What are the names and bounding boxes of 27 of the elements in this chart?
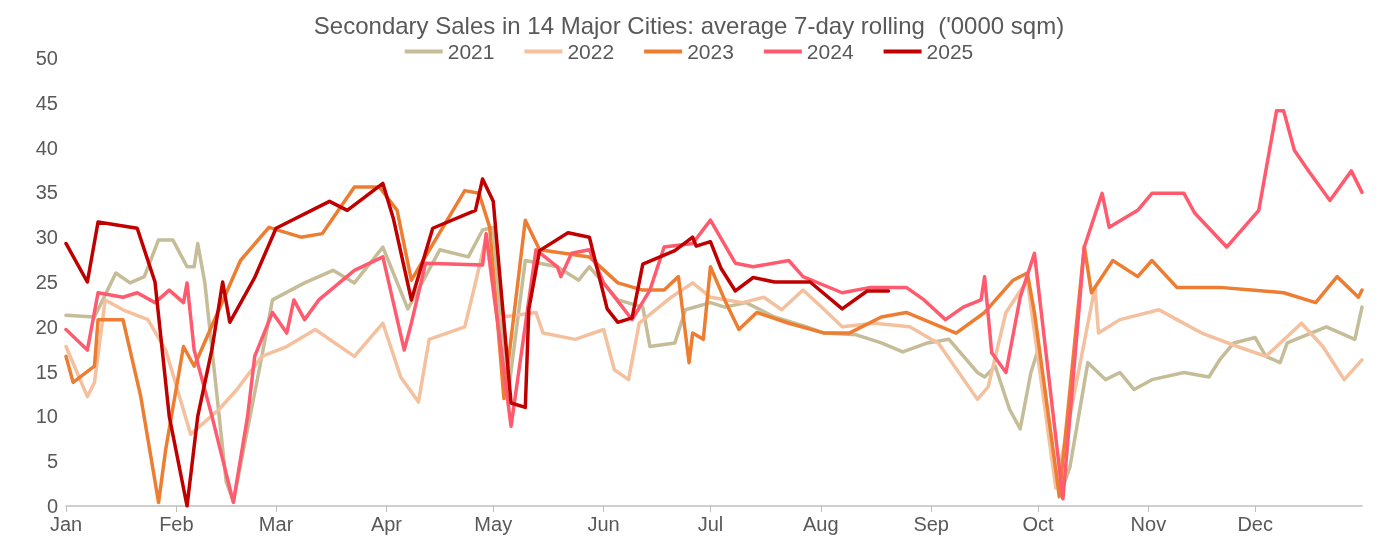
x-tick-label: Jul	[697, 513, 724, 535]
y-tick-label: 40	[35, 136, 58, 159]
x-tick-label: Oct	[1022, 513, 1054, 535]
y-tick-label: 20	[35, 315, 58, 338]
x-tick-label: Mar	[258, 513, 294, 535]
x-tick-label: Nov	[1130, 513, 1167, 535]
x-tick-label: Jun	[587, 513, 620, 535]
y-tick-label: 10	[35, 405, 58, 428]
chart-title: Secondary Sales in 14 Major Cities: average 7-day rolling ('0000 sqm)	[313, 11, 1065, 39]
x-tick-label: Sep	[913, 513, 949, 535]
y-tick-label: 5	[46, 450, 58, 473]
x-tick-label: Feb	[159, 513, 194, 535]
legend-label: 2025	[926, 40, 974, 63]
y-tick-label: 30	[35, 226, 58, 249]
x-tick-label: Dec	[1237, 513, 1273, 535]
y-tick-label: 15	[35, 360, 58, 383]
legend-label: 2023	[687, 40, 734, 63]
x-tick-label: May	[474, 513, 513, 535]
x-tick-label: Aug	[803, 513, 839, 535]
legend-label: 2022	[567, 40, 615, 63]
y-tick-label: 45	[35, 91, 58, 114]
legend-label: 2021	[447, 40, 495, 63]
x-tick-label: Apr	[370, 513, 403, 535]
legend-label: 2024	[806, 40, 854, 63]
y-tick-label: 25	[35, 271, 58, 293]
y-tick-label: 35	[35, 181, 58, 204]
y-tick-label: 50	[35, 47, 58, 69]
